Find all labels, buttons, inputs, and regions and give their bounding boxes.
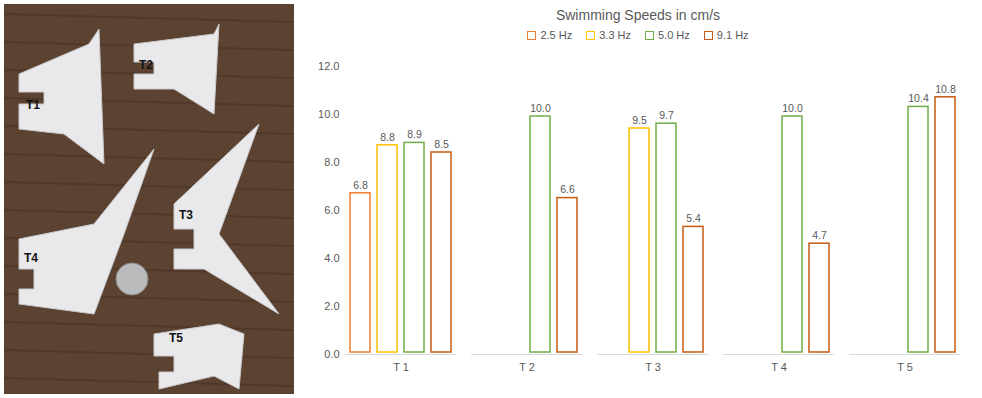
svg-text:T3: T3: [179, 208, 193, 222]
svg-text:T2: T2: [139, 58, 153, 72]
svg-text:T 4: T 4: [771, 361, 787, 373]
svg-text:T4: T4: [24, 251, 38, 265]
svg-text:4.7: 4.7: [812, 229, 827, 241]
svg-text:8.0: 8.0: [324, 156, 339, 168]
svg-text:8.5: 8.5: [434, 138, 449, 150]
html-text:2.5 Hz: 2.5 Hz: [540, 29, 573, 41]
html-text:5.0 Hz: 5.0 Hz: [658, 29, 690, 41]
svg-text:8.8: 8.8: [380, 131, 395, 143]
svg-text:10.0: 10.0: [530, 102, 551, 114]
svg-text:0.0: 0.0: [324, 348, 339, 360]
html-text:9.1 Hz: 9.1 Hz: [716, 29, 749, 41]
svg-text:10.8: 10.8: [935, 83, 956, 95]
svg-text:6.0: 6.0: [324, 204, 339, 216]
svg-text:4.0: 4.0: [324, 252, 339, 264]
svg-text:T 1: T 1: [393, 361, 409, 373]
svg-text:T 3: T 3: [645, 361, 661, 373]
svg-text:6.6: 6.6: [560, 183, 575, 195]
svg-text:8.9: 8.9: [407, 128, 422, 140]
html-text:3.3 Hz: 3.3 Hz: [599, 29, 631, 41]
html-text:Swimming Speeds in cm/s: Swimming Speeds in cm/s: [555, 7, 721, 23]
svg-text:2.0: 2.0: [324, 300, 339, 312]
svg-text:10.0: 10.0: [782, 102, 803, 114]
svg-text:10.0: 10.0: [318, 108, 339, 120]
svg-text:10.4: 10.4: [908, 92, 929, 104]
svg-text:5.4: 5.4: [686, 212, 701, 224]
svg-text:9.7: 9.7: [659, 109, 674, 121]
svg-text:6.8: 6.8: [353, 179, 368, 191]
svg-text:T5: T5: [169, 331, 183, 345]
svg-text:T 5: T 5: [897, 361, 913, 373]
svg-text:9.5: 9.5: [632, 114, 647, 126]
svg-text:T1: T1: [26, 98, 40, 112]
svg-text:12.0: 12.0: [318, 60, 339, 72]
svg-text:T 2: T 2: [519, 361, 535, 373]
